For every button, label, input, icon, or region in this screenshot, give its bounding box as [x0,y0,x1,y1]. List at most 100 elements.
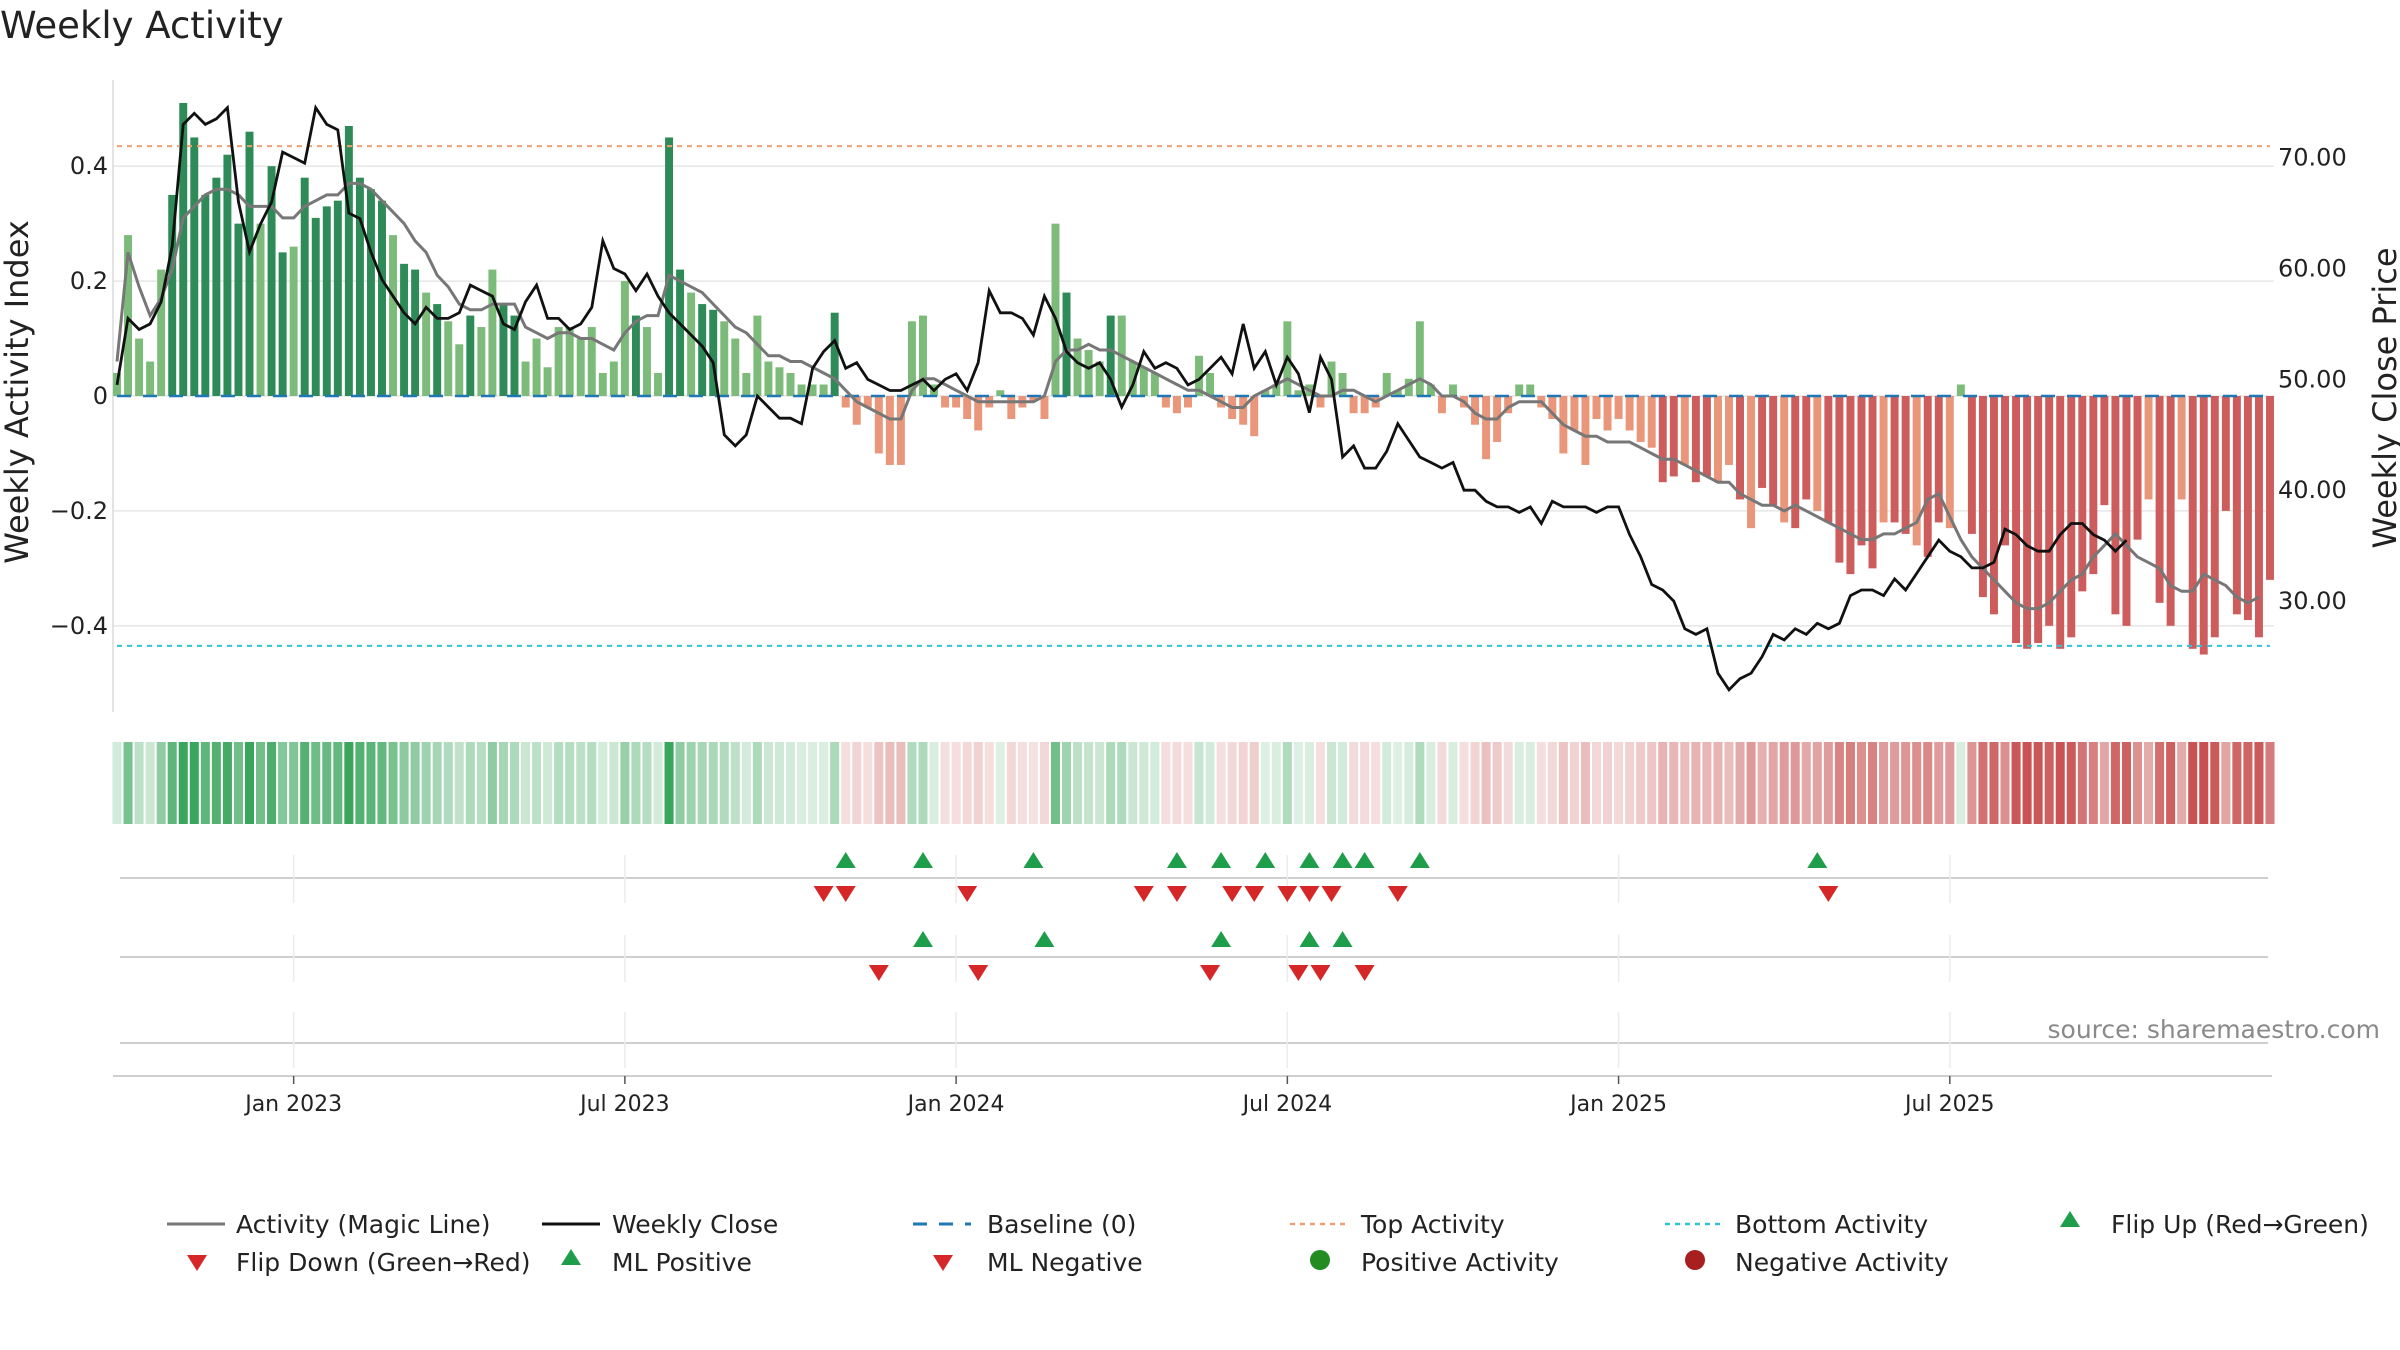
activity-bar [974,396,983,431]
activity-bar [2001,396,2009,546]
activity-bar [1206,373,1215,396]
strip-cell [774,742,784,824]
strip-cell [1558,742,1568,824]
strip-cell [145,742,155,824]
strip-cell [1117,742,1127,824]
activity-bar [400,263,409,396]
activity-bar [1504,396,1513,414]
strip-cell [2022,742,2032,824]
activity-bar [1702,396,1711,477]
y-right-tick-label: 30.00 [2278,587,2347,615]
strip-cell [355,742,365,824]
activity-bar [1007,396,1016,419]
ml-negative-marker [1288,965,1309,981]
strip-cell [156,742,166,824]
legend-label: Bottom Activity [1735,1210,1928,1239]
activity-bar [775,367,784,396]
y-right-label: Weekly Close Price [2366,247,2400,548]
activity-bar [874,396,883,454]
activity-bar [598,373,607,396]
strip-cell [1271,742,1281,824]
strip-cell [1547,742,1557,824]
activity-bar [256,223,265,396]
activity-bar [1857,396,1866,546]
activity-bar [1658,396,1667,483]
flip-up-marker [835,852,856,868]
strip-cell [1028,742,1038,824]
strip-cell [123,742,133,824]
ml-negative-marker [1354,965,1375,981]
activity-bar [499,304,508,396]
strip-cell [1371,742,1381,824]
activity-bar [587,327,596,396]
strip-cell [2132,742,2143,824]
strip-cell [1106,742,1116,824]
strip-cell [819,742,829,824]
activity-bar [830,312,839,396]
activity-bar [1747,396,1756,529]
magic-line [115,181,2260,611]
activity-bar [896,396,905,465]
activity-bar [1890,396,1899,523]
strip-cell [863,742,873,824]
activity-bar [333,200,342,396]
activity-bar [1360,396,1369,414]
strip-cell [1680,742,1690,824]
strip-cell [1161,742,1171,824]
activity-bar [1095,361,1104,396]
activity-bar [433,304,442,396]
strip-cell [2033,742,2043,824]
strip-cell [1856,742,1867,824]
activity-bar [1051,223,1060,396]
strip-cell [399,742,409,824]
strip-cell [244,742,255,824]
strip-cell [1415,742,1425,824]
activity-bar [223,154,232,396]
strip-cell [730,742,740,824]
activity-bar [2210,396,2219,638]
strip-cell [200,742,210,824]
strip-cell [1062,742,1072,824]
strip-cell [1834,742,1844,824]
strip-cell [852,742,862,824]
strip-cell [1978,742,1988,824]
activity-bar [455,344,464,396]
strip-cell [554,742,564,824]
activity-bar [1195,355,1203,396]
strip-cell [830,742,840,824]
activity-bar [1316,396,1325,408]
activity-bar [2056,396,2065,649]
activity-bar [245,131,254,396]
activity-bar [1868,396,1877,569]
legend-label: Top Activity [1360,1210,1505,1239]
x-tick-label: Jul 2024 [1241,1092,1333,1117]
flip-down-marker [1222,886,1243,902]
activity-bar [2067,396,2076,638]
chart-title: Weekly Activity [0,4,284,47]
legend-label: Weekly Close [612,1210,778,1239]
activity-bar [885,396,894,465]
strip-cell [1757,742,1767,824]
activity-bar [1062,292,1071,396]
strip-cell [1128,742,1138,824]
strip-cell [763,742,773,824]
strip-cell [1393,742,1403,824]
strip-cell [1912,742,1922,824]
strip-cell [1039,742,1049,824]
strip-cell [1879,742,1889,824]
activity-bar [720,321,729,396]
strip-cell [543,742,553,824]
legend: Activity (Magic Line) Weekly Close Baselin… [167,1210,2369,1277]
strip-cell [2121,742,2131,824]
strip-cell [808,742,818,824]
strip-cell [1923,742,1933,824]
y-left-tick-label: 0 [93,382,108,410]
ml-negative-marker [1200,965,1221,981]
strip-cell [300,742,310,824]
strip-cell [2243,742,2253,824]
activity-bar [996,390,1005,396]
strip-cell [1669,742,1679,824]
strip-cell [1658,742,1668,824]
activity-bar [422,292,431,396]
activity-bar [1956,384,1965,396]
